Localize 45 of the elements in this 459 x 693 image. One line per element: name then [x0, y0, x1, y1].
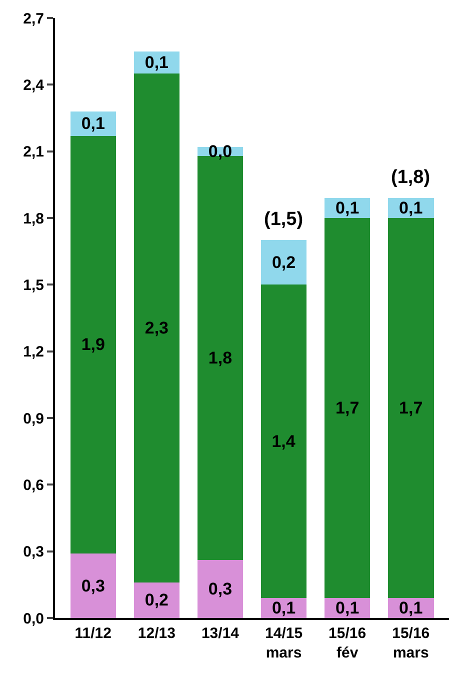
y-tick-label: 0,0	[23, 610, 44, 628]
total-label: (1,8)	[391, 167, 430, 188]
bar	[260, 284, 307, 598]
y-tick-label: 0,3	[23, 544, 44, 561]
x-tick-label: 13/14	[201, 625, 240, 642]
data-label: 0,1	[399, 198, 423, 218]
bar	[324, 218, 370, 598]
bar	[388, 218, 434, 598]
x-tick-label: 15/16 mars	[392, 625, 430, 662]
data-label: 0,1	[336, 198, 360, 218]
data-label: 1,8	[208, 348, 232, 368]
data-label: 0,1	[336, 598, 360, 618]
y-tick-label: 0,9	[23, 410, 44, 428]
y-tick-label: 2,7	[23, 10, 44, 28]
y-tick-label: 1,5	[23, 276, 44, 294]
bar	[70, 554, 116, 618]
x-tick-label: 12/13	[138, 625, 176, 642]
data-label: 1,4	[272, 432, 296, 451]
data-label: 2,3	[144, 318, 168, 338]
data-label: 0,2	[272, 252, 296, 272]
y-tick-label: 1,8	[23, 210, 44, 228]
data-label: 0,1	[81, 114, 105, 134]
x-tick-label: 15/16 fév	[328, 625, 366, 662]
y-tick-label: 2,1	[23, 144, 44, 161]
data-label: 1,7	[336, 398, 360, 418]
data-label: 0,0	[208, 142, 232, 161]
bar	[260, 240, 307, 285]
y-tick-label: 2,4	[23, 76, 45, 94]
data-label: 0,3	[81, 576, 105, 596]
y-tick-label: 0,6	[23, 476, 44, 494]
bar	[134, 582, 180, 618]
y-tick-label: 1,2	[23, 344, 44, 361]
data-label: 0,1	[272, 598, 296, 618]
bar	[197, 560, 244, 618]
data-label: 0,1	[399, 598, 423, 618]
data-label: 0,2	[144, 590, 168, 610]
bar	[134, 74, 180, 582]
data-label: 0,1	[144, 52, 168, 72]
data-label: 1,9	[81, 335, 105, 354]
bar	[70, 136, 116, 554]
x-tick-label: 14/15 mars	[264, 625, 303, 662]
data-label: 1,7	[399, 398, 423, 418]
total-label: (1,5)	[264, 209, 304, 230]
data-label: 0,3	[208, 580, 232, 599]
x-tick-label: 11/12	[74, 625, 112, 642]
